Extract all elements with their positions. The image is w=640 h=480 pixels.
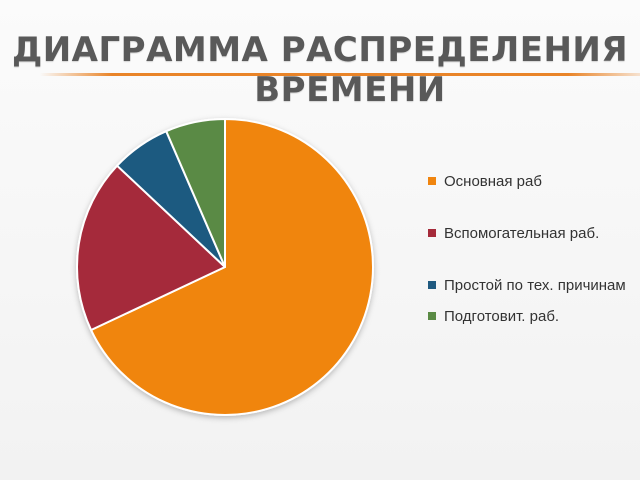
legend-item: Основная раб: [428, 172, 628, 191]
pie-slices: [76, 118, 374, 416]
legend-label: Простой по тех. причинам: [444, 277, 626, 294]
legend-item: Подготовит. раб.: [428, 307, 628, 326]
legend-swatch: [428, 281, 436, 289]
legend-item: Простой по тех. причинам: [428, 276, 628, 295]
pie-slice: [90, 118, 374, 416]
legend-label: Вспомогательная раб.: [444, 225, 600, 242]
chart-legend: Основная раб Вспомогательная раб. Просто…: [428, 172, 628, 326]
legend-label: Основная раб: [444, 173, 542, 190]
pie-chart: [76, 118, 374, 416]
legend-label: Подготовит. раб.: [444, 308, 560, 325]
pie-slice: [76, 164, 226, 332]
legend-item: Вспомогательная раб.: [428, 224, 628, 243]
legend-swatch: [428, 312, 436, 320]
slide-title: ДИАГРАММА РАСПРЕДЕЛЕНИЯ ВРЕМЕНИ: [0, 30, 640, 110]
slide-title-line-2: ВРЕМЕНИ: [254, 70, 446, 110]
legend-swatch: [428, 177, 436, 185]
title-underline: [40, 73, 640, 76]
slide-title-line-1: ДИАГРАММА РАСПРЕДЕЛЕНИЯ: [11, 30, 629, 70]
legend-swatch: [428, 229, 436, 237]
pie-slice: [165, 118, 226, 268]
